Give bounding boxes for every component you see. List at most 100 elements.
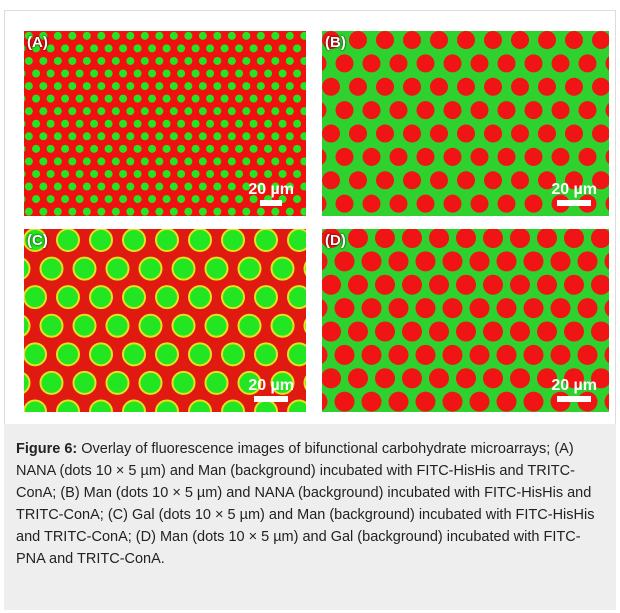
dot: [155, 31, 164, 40]
dot: [133, 144, 142, 153]
dot: [53, 182, 62, 191]
dot: [155, 229, 179, 252]
dot: [235, 94, 244, 103]
dot: [443, 54, 462, 73]
dot: [39, 132, 48, 141]
panel-label: (C): [27, 232, 48, 249]
dot: [46, 44, 55, 53]
dot: [496, 298, 517, 319]
dot: [97, 132, 106, 141]
dot: [484, 124, 502, 143]
dot: [402, 274, 422, 295]
dot: [335, 54, 354, 73]
dot: [97, 107, 106, 116]
dot: [122, 399, 146, 412]
dot: [416, 101, 435, 120]
dot: [97, 31, 106, 40]
dot: [577, 251, 598, 272]
dot: [235, 119, 244, 128]
dot: [511, 31, 529, 49]
dot: [148, 44, 157, 53]
dot: [82, 31, 91, 40]
dot: [227, 107, 236, 116]
dot: [256, 56, 265, 65]
dot: [169, 132, 178, 141]
dot: [155, 207, 164, 216]
dot: [457, 124, 475, 143]
dot: [24, 95, 26, 102]
dot: [184, 31, 193, 40]
dot: [104, 94, 113, 103]
dot: [469, 298, 490, 319]
dot: [389, 101, 408, 120]
dot: [300, 82, 306, 91]
dot: [191, 169, 200, 178]
dot: [39, 82, 48, 91]
dot: [220, 94, 229, 103]
dot: [335, 101, 354, 120]
dot: [24, 207, 33, 216]
dot: [456, 368, 476, 389]
dot: [334, 391, 355, 412]
dot: [456, 274, 476, 295]
dot: [264, 144, 273, 153]
dot: [235, 69, 244, 78]
dot: [362, 54, 381, 73]
dot: [171, 370, 196, 395]
scale-bar: 20 µm: [248, 377, 294, 402]
dot: [470, 101, 489, 120]
dot: [169, 182, 178, 191]
dot: [140, 31, 149, 40]
dot: [322, 252, 328, 271]
dot: [89, 285, 113, 310]
dot: [206, 44, 215, 53]
dot: [564, 321, 584, 342]
dot: [46, 195, 55, 204]
dot: [140, 132, 149, 141]
dot: [24, 170, 26, 178]
dot: [24, 182, 33, 191]
dot: [442, 344, 463, 365]
dot: [456, 229, 476, 248]
dot: [206, 195, 215, 204]
dot: [24, 315, 31, 337]
scale-bar: 20 µm: [551, 377, 597, 402]
dot: [213, 157, 222, 166]
dot: [133, 195, 142, 204]
dot: [254, 399, 278, 412]
dot: [443, 101, 462, 120]
dot: [235, 144, 244, 153]
dot: [155, 285, 179, 310]
dot: [162, 195, 171, 204]
dot: [90, 94, 99, 103]
dot: [206, 69, 215, 78]
dot: [220, 144, 229, 153]
dot: [483, 229, 503, 248]
dot: [111, 132, 120, 141]
dot: [198, 207, 207, 216]
scale-line: [254, 396, 289, 402]
dot: [221, 399, 245, 412]
dot: [285, 182, 294, 191]
dot: [271, 107, 280, 116]
dot: [349, 31, 367, 49]
dot: [90, 119, 99, 128]
dot: [155, 157, 164, 166]
dot: [578, 54, 597, 73]
dot: [191, 94, 200, 103]
dot: [510, 229, 530, 248]
dot: [429, 321, 449, 342]
dot: [61, 195, 70, 204]
dot: [237, 313, 262, 338]
dot: [361, 391, 382, 412]
dot: [221, 229, 245, 252]
dot: [242, 157, 251, 166]
dot: [524, 101, 543, 120]
dot: [256, 82, 265, 91]
dot: [133, 169, 142, 178]
dot: [169, 157, 178, 166]
dot: [220, 44, 229, 53]
dot: [242, 107, 251, 116]
dot: [242, 132, 251, 141]
dot: [388, 251, 409, 272]
